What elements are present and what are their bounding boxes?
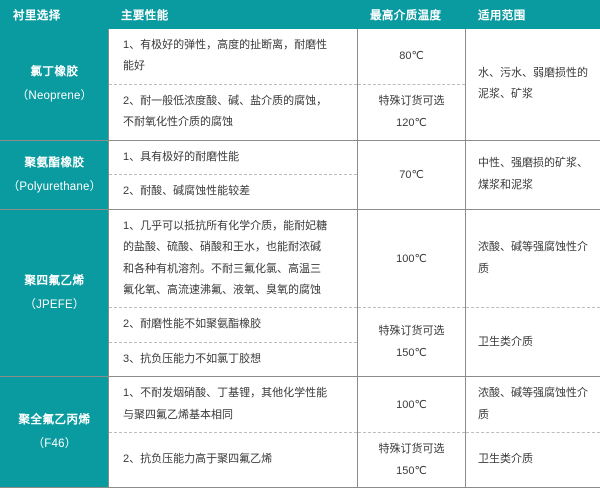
material-name-cn: 氯丁橡胶 xyxy=(3,60,106,84)
scope-line: 浓酸、碱等强腐蚀性介 xyxy=(478,237,590,258)
property-line: 1、不耐发烟硝酸、丁基锂，其他化学性能 xyxy=(123,383,347,404)
scope-cell: 卫生类介质 xyxy=(466,308,600,377)
scope-cell: 浓酸、碱等强腐蚀性介 质 xyxy=(466,209,600,308)
temperature-line: 150℃ xyxy=(362,460,461,482)
material-cell-polyurethane: 聚氨酯橡胶 （Polyurethane） xyxy=(1,140,109,209)
temperature-cell: 100℃ xyxy=(358,209,466,308)
property-line: 1、有极好的弹性，高度的扯断离，耐磨性 xyxy=(123,35,347,56)
temperature-line: 70℃ xyxy=(362,164,461,186)
temperature-line: 100℃ xyxy=(362,248,461,270)
temperature-cell: 70℃ xyxy=(358,140,466,209)
property-line: 能好 xyxy=(123,56,347,77)
temperature-cell: 80℃ xyxy=(358,29,466,85)
material-name-cn: 聚四氟乙烯 xyxy=(3,269,106,293)
scope-line: 中性、强磨损的矿浆、 xyxy=(478,153,590,174)
lining-selection-table-container: 衬里选择 主要性能 最高介质温度 适用范围 氯丁橡胶 （Neoprene） 1、… xyxy=(0,0,600,427)
material-name-en: （F46） xyxy=(3,432,106,456)
property-line: 2、耐酸、碱腐蚀性能较差 xyxy=(123,181,347,202)
property-cell: 1、几乎可以抵抗所有化学介质，能耐妃糖 的盐酸、硫酸、硝酸和王水，也能耐浓碱 和… xyxy=(109,209,358,308)
column-header-main-properties: 主要性能 xyxy=(109,1,358,29)
material-cell-f46: 聚全氟乙丙烯 （F46） xyxy=(1,377,109,488)
scope-line: 煤浆和泥浆 xyxy=(478,175,590,196)
scope-line: 泥浆、矿浆 xyxy=(478,84,590,105)
material-name-cn: 聚氨酯橡胶 xyxy=(3,151,106,175)
temperature-cell: 100℃ xyxy=(358,377,466,433)
temperature-cell: 特殊订货可选 150℃ xyxy=(358,308,466,377)
scope-line: 质 xyxy=(478,405,590,426)
scope-line: 水、污水、弱磨损性的 xyxy=(478,63,590,84)
temperature-line: 特殊订货可选 xyxy=(362,320,461,342)
property-line: 2、抗负压能力高于聚四氟乙烯 xyxy=(123,449,347,470)
temperature-line: 特殊订货可选 xyxy=(362,438,461,460)
temperature-cell: 特殊订货可选 120℃ xyxy=(358,84,466,140)
material-name-en: （Neoprene） xyxy=(3,84,106,108)
column-header-max-medium-temperature: 最高介质温度 xyxy=(358,1,466,29)
property-line: 与聚四氟乙烯基本相同 xyxy=(123,405,347,426)
scope-cell: 中性、强磨损的矿浆、 煤浆和泥浆 xyxy=(466,140,600,209)
property-cell: 2、耐一般低浓度酸、碱、盐介质的腐蚀， 不耐氧化性介质的腐蚀 xyxy=(109,84,358,140)
scope-cell: 浓酸、碱等强腐蚀性介 质 xyxy=(466,377,600,433)
property-line: 2、耐一般低浓度酸、碱、盐介质的腐蚀， xyxy=(123,91,347,112)
material-name-en: （JPEFE） xyxy=(3,293,106,317)
property-line: 3、抗负压能力不如氯丁胶想 xyxy=(123,349,347,370)
table-row: 聚全氟乙丙烯 （F46） 1、不耐发烟硝酸、丁基锂，其他化学性能 与聚四氟乙烯基… xyxy=(1,377,600,433)
property-cell: 3、抗负压能力不如氯丁胶想 xyxy=(109,342,358,376)
column-header-lining-selection: 衬里选择 xyxy=(1,1,109,29)
property-cell: 2、耐酸、碱腐蚀性能较差 xyxy=(109,175,358,209)
property-cell: 1、具有极好的耐磨性能 xyxy=(109,140,358,174)
scope-line: 浓酸、碱等强腐蚀性介 xyxy=(478,383,590,404)
property-cell: 2、抗负压能力高于聚四氟乙烯 xyxy=(109,433,358,488)
temperature-line: 100℃ xyxy=(362,394,461,416)
table-row: 聚四氟乙烯 （JPEFE） 1、几乎可以抵抗所有化学介质，能耐妃糖 的盐酸、硫酸… xyxy=(1,209,600,308)
material-cell-neoprene: 氯丁橡胶 （Neoprene） xyxy=(1,29,109,141)
scope-line: 质 xyxy=(478,259,590,280)
property-line: 2、耐磨性能不如聚氨酯橡胶 xyxy=(123,314,347,335)
property-line: 1、具有极好的耐磨性能 xyxy=(123,147,347,168)
property-line: 的盐酸、硫酸、硝酸和王水，也能耐浓碱 xyxy=(123,237,347,258)
column-header-application-scope: 适用范围 xyxy=(466,1,600,29)
property-line: 1、几乎可以抵抗所有化学介质，能耐妃糖 xyxy=(123,216,347,237)
material-name-cn: 聚全氟乙丙烯 xyxy=(3,408,106,432)
temperature-line: 80℃ xyxy=(362,45,461,67)
scope-cell: 卫生类介质 xyxy=(466,433,600,488)
table-row: 聚氨酯橡胶 （Polyurethane） 1、具有极好的耐磨性能 70℃ 中性、… xyxy=(1,140,600,174)
table-header: 衬里选择 主要性能 最高介质温度 适用范围 xyxy=(1,1,600,29)
scope-cell: 水、污水、弱磨损性的 泥浆、矿浆 xyxy=(466,29,600,141)
header-row: 衬里选择 主要性能 最高介质温度 适用范围 xyxy=(1,1,600,29)
property-cell: 1、有极好的弹性，高度的扯断离，耐磨性 能好 xyxy=(109,29,358,85)
table-row: 氯丁橡胶 （Neoprene） 1、有极好的弹性，高度的扯断离，耐磨性 能好 8… xyxy=(1,29,600,85)
temperature-cell: 特殊订货可选 150℃ xyxy=(358,433,466,488)
temperature-line: 特殊订货可选 xyxy=(362,90,461,112)
property-line: 不耐氧化性介质的腐蚀 xyxy=(123,112,347,133)
table-body: 氯丁橡胶 （Neoprene） 1、有极好的弹性，高度的扯断离，耐磨性 能好 8… xyxy=(1,29,600,488)
temperature-line: 120℃ xyxy=(362,112,461,134)
temperature-line: 150℃ xyxy=(362,342,461,364)
property-cell: 2、耐磨性能不如聚氨酯橡胶 xyxy=(109,308,358,342)
property-line: 氟化氧、高流速沸氟、液氧、臭氧的腐蚀 xyxy=(123,280,347,301)
scope-line: 卫生类介质 xyxy=(478,332,590,353)
property-line: 和各种有机溶剂。不耐三氟化氯、高温三 xyxy=(123,259,347,280)
material-cell-jpefe: 聚四氟乙烯 （JPEFE） xyxy=(1,209,109,377)
scope-line: 卫生类介质 xyxy=(478,449,590,470)
material-name-en: （Polyurethane） xyxy=(3,175,106,199)
property-cell: 1、不耐发烟硝酸、丁基锂，其他化学性能 与聚四氟乙烯基本相同 xyxy=(109,377,358,433)
